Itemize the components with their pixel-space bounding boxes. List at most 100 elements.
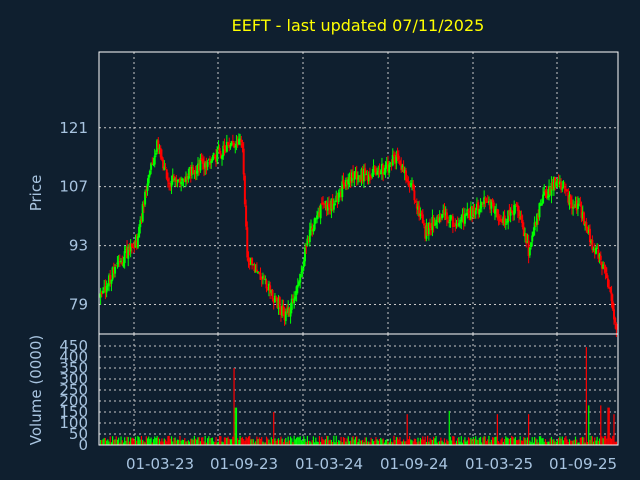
price-candle-body: [106, 284, 109, 287]
volume-bar: [568, 439, 571, 445]
volume-bar: [170, 436, 173, 445]
price-candle-body: [533, 222, 536, 231]
price-candle-body: [124, 248, 127, 251]
volume-bar: [127, 437, 129, 445]
volume-bar: [484, 436, 486, 445]
price-candle-body: [227, 142, 230, 145]
price-candle-body: [335, 195, 338, 202]
price-candle-body: [302, 260, 305, 267]
volume-bar: [478, 437, 480, 445]
volume-bar: [274, 438, 276, 445]
price-candle-body: [240, 139, 243, 143]
price-candle-body: [251, 258, 254, 265]
volume-bar: [442, 442, 444, 445]
volume-bar: [222, 442, 224, 445]
price-candle-body: [391, 154, 394, 166]
price-candle-body: [311, 227, 314, 231]
price-candle-body: [558, 181, 561, 185]
price-candle-body: [591, 239, 594, 250]
volume-bar: [180, 440, 182, 445]
price-candle-body: [475, 203, 478, 211]
volume-bar: [109, 436, 111, 445]
price-candle-body: [360, 169, 363, 180]
price-candle-body: [293, 298, 296, 304]
price-candle-body: [189, 168, 192, 177]
volume-bar: [226, 437, 228, 445]
volume-bar: [466, 440, 468, 445]
price-candle-body: [340, 191, 343, 197]
price-candle-body: [614, 318, 617, 323]
price-candle-body: [234, 146, 237, 148]
volume-bar: [179, 435, 181, 445]
volume-bar: [603, 436, 605, 445]
volume-bar: [547, 441, 549, 445]
volume-bar: [329, 439, 331, 445]
volume-bar: [364, 437, 366, 445]
price-candle-body: [271, 289, 274, 300]
price-candle-body: [265, 280, 268, 289]
price-candle-body: [123, 251, 126, 264]
price-candle-body: [111, 267, 114, 280]
price-candle-body: [376, 172, 379, 175]
price-candle-body: [479, 205, 482, 209]
volume-bar: [404, 441, 406, 445]
price-candle-body: [400, 163, 403, 171]
price-candle-body: [461, 213, 464, 219]
volume-bar: [227, 436, 229, 445]
price-candle-body: [555, 182, 558, 186]
price-candle-body: [356, 178, 359, 180]
price-candle-body: [283, 314, 286, 321]
volume-bar: [579, 437, 581, 445]
volume-bar: [293, 435, 295, 445]
volume-tick-label: 150: [59, 403, 88, 421]
volume-bar: [288, 440, 290, 445]
price-candle-body: [330, 198, 333, 211]
price-candle-body: [221, 155, 224, 159]
volume-bar: [118, 437, 120, 445]
volume-bar: [237, 438, 239, 445]
price-candle-body: [261, 276, 264, 279]
volume-bar: [588, 405, 590, 445]
price-candle-body: [127, 246, 130, 259]
volume-bar: [535, 438, 537, 445]
volume-bar: [582, 436, 584, 445]
volume-bar: [600, 405, 602, 445]
price-candle-body: [398, 160, 401, 165]
price-candle-body: [503, 215, 506, 225]
volume-bar: [136, 440, 138, 445]
price-candle-body: [368, 174, 371, 177]
price-candle-body: [217, 147, 220, 149]
volume-bar: [194, 438, 197, 445]
volume-bar: [467, 437, 470, 445]
volume-bar: [601, 436, 603, 445]
price-candle-body: [386, 161, 389, 172]
price-candle-body: [492, 202, 495, 213]
price-candle-body: [303, 247, 306, 262]
price-candle-body: [169, 185, 172, 187]
volume-bar: [323, 440, 325, 445]
price-candle-body: [133, 247, 136, 249]
volume-bar: [381, 439, 383, 445]
volume-bar: [112, 436, 114, 445]
x-tick-label: 01-03-23: [126, 455, 194, 473]
price-candle-body: [497, 216, 500, 219]
volume-bar: [175, 440, 177, 445]
volume-bar: [320, 441, 322, 445]
volume-bar: [164, 439, 167, 445]
price-candle-body: [566, 189, 569, 192]
volume-bar: [267, 438, 269, 445]
price-candle-body: [412, 183, 415, 190]
price-candle-body: [174, 178, 177, 181]
price-candle-body: [551, 182, 554, 190]
price-candle-body: [462, 213, 465, 224]
volume-bar: [490, 439, 492, 445]
volume-bar: [536, 439, 538, 445]
volume-bar: [271, 439, 274, 445]
price-candle-body: [582, 212, 585, 225]
price-candle-body: [612, 309, 615, 320]
volume-bar: [517, 440, 519, 445]
price-candle-body: [579, 203, 582, 206]
volume-bar: [214, 442, 216, 445]
price-candle-body: [371, 173, 374, 177]
volume-bar: [534, 437, 536, 445]
